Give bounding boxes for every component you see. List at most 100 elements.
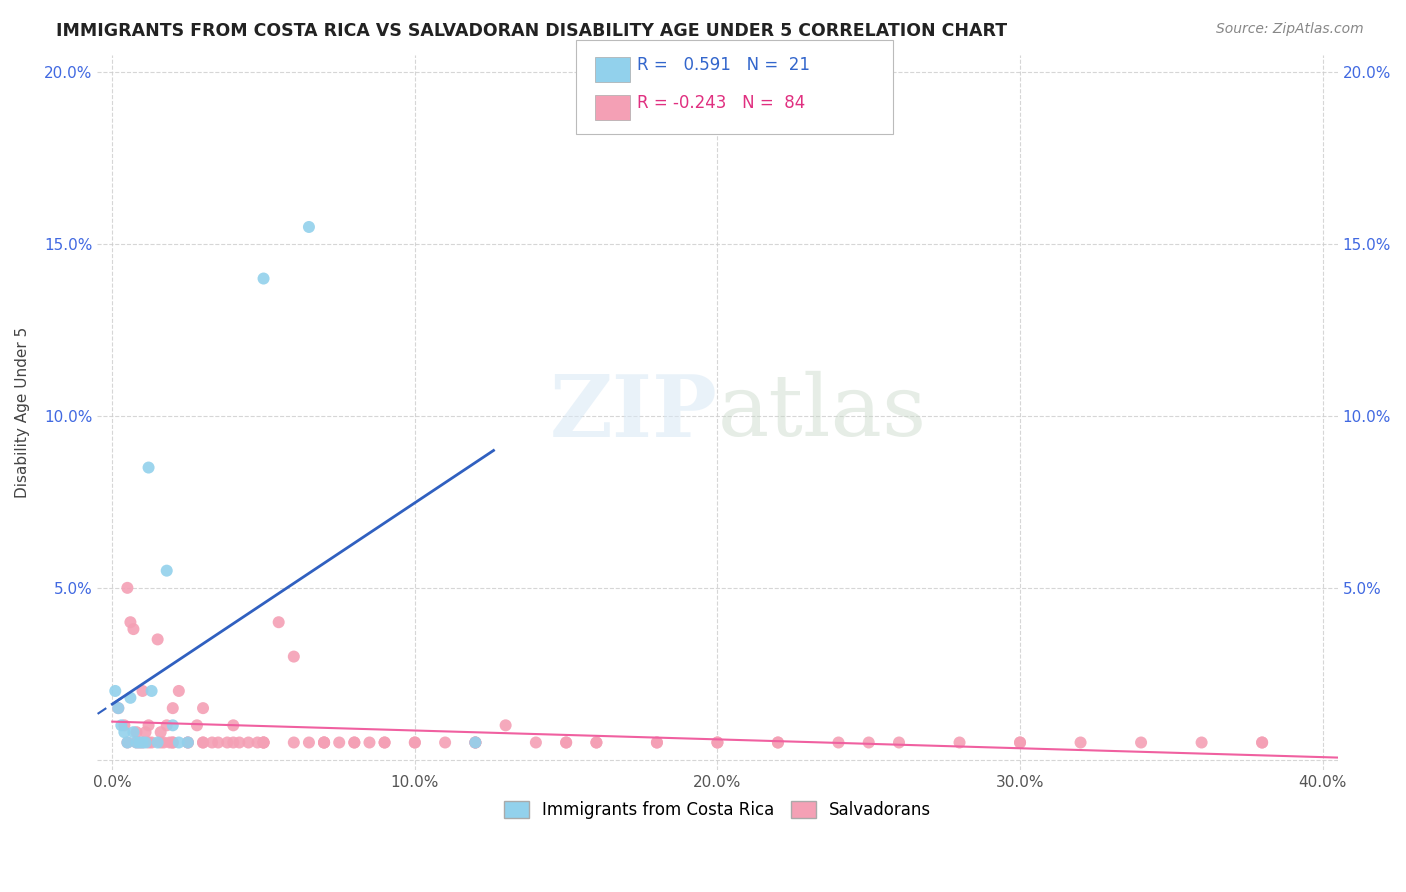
Point bbox=[328, 735, 350, 749]
Point bbox=[252, 735, 274, 749]
Point bbox=[149, 725, 172, 739]
Point bbox=[359, 735, 381, 749]
Text: Source: ZipAtlas.com: Source: ZipAtlas.com bbox=[1216, 22, 1364, 37]
Point bbox=[217, 735, 239, 749]
Point bbox=[766, 735, 789, 749]
Point bbox=[283, 735, 305, 749]
Point bbox=[156, 718, 179, 732]
Point bbox=[138, 460, 160, 475]
Point bbox=[201, 735, 224, 749]
Point bbox=[167, 735, 190, 749]
Point bbox=[1008, 735, 1031, 749]
Point bbox=[149, 735, 172, 749]
Point bbox=[858, 735, 880, 749]
Point bbox=[107, 701, 129, 715]
Point bbox=[131, 735, 153, 749]
Point bbox=[112, 718, 135, 732]
Point bbox=[464, 735, 486, 749]
Point bbox=[177, 735, 200, 749]
Text: IMMIGRANTS FROM COSTA RICA VS SALVADORAN DISABILITY AGE UNDER 5 CORRELATION CHAR: IMMIGRANTS FROM COSTA RICA VS SALVADORAN… bbox=[56, 22, 1007, 40]
Point bbox=[128, 735, 150, 749]
Point bbox=[159, 735, 181, 749]
Point bbox=[645, 735, 668, 749]
Point bbox=[887, 735, 910, 749]
Point bbox=[238, 735, 260, 749]
Point bbox=[434, 735, 457, 749]
Point bbox=[312, 735, 335, 749]
Text: R = -0.243   N =  84: R = -0.243 N = 84 bbox=[637, 94, 806, 112]
Point bbox=[191, 701, 214, 715]
Point bbox=[162, 735, 184, 749]
Point bbox=[120, 615, 142, 630]
Point bbox=[186, 718, 208, 732]
Point bbox=[312, 735, 335, 749]
Point bbox=[1008, 735, 1031, 749]
Text: R =   0.591   N =  21: R = 0.591 N = 21 bbox=[637, 56, 810, 74]
Point bbox=[343, 735, 366, 749]
Point bbox=[152, 735, 174, 749]
Point bbox=[228, 735, 250, 749]
Point bbox=[177, 735, 200, 749]
Point bbox=[1191, 735, 1213, 749]
Point bbox=[464, 735, 486, 749]
Point bbox=[131, 735, 153, 749]
Point bbox=[1251, 735, 1274, 749]
Point bbox=[131, 684, 153, 698]
Point bbox=[706, 735, 728, 749]
Point bbox=[146, 632, 169, 647]
Point bbox=[252, 735, 274, 749]
Point bbox=[1251, 735, 1274, 749]
Point bbox=[162, 701, 184, 715]
Point bbox=[585, 735, 607, 749]
Point bbox=[122, 622, 145, 636]
Text: ZIP: ZIP bbox=[550, 370, 717, 455]
Point bbox=[585, 735, 607, 749]
Point bbox=[191, 735, 214, 749]
Point bbox=[948, 735, 970, 749]
Point bbox=[827, 735, 849, 749]
Point bbox=[122, 725, 145, 739]
Point bbox=[464, 735, 486, 749]
Point bbox=[1070, 735, 1092, 749]
Point bbox=[404, 735, 426, 749]
Legend: Immigrants from Costa Rica, Salvadorans: Immigrants from Costa Rica, Salvadorans bbox=[496, 795, 938, 826]
Point bbox=[177, 735, 200, 749]
Point bbox=[495, 718, 517, 732]
Point bbox=[555, 735, 578, 749]
Point bbox=[110, 718, 132, 732]
Point bbox=[343, 735, 366, 749]
Point bbox=[555, 735, 578, 749]
Point bbox=[524, 735, 547, 749]
Point bbox=[298, 219, 321, 234]
Point bbox=[207, 735, 229, 749]
Point bbox=[117, 735, 139, 749]
Point bbox=[191, 735, 214, 749]
Point bbox=[162, 718, 184, 732]
Point bbox=[135, 725, 157, 739]
Point bbox=[141, 735, 163, 749]
Point bbox=[117, 735, 139, 749]
Point bbox=[104, 684, 127, 698]
Point bbox=[374, 735, 396, 749]
Point bbox=[404, 735, 426, 749]
Point bbox=[267, 615, 290, 630]
Text: atlas: atlas bbox=[717, 371, 927, 454]
Point bbox=[167, 684, 190, 698]
Point bbox=[125, 725, 148, 739]
Point bbox=[246, 735, 269, 749]
Point bbox=[766, 735, 789, 749]
Point bbox=[125, 735, 148, 749]
Point bbox=[298, 735, 321, 749]
Point bbox=[706, 735, 728, 749]
Point bbox=[1130, 735, 1153, 749]
Point bbox=[141, 684, 163, 698]
Y-axis label: Disability Age Under 5: Disability Age Under 5 bbox=[15, 327, 30, 499]
Point bbox=[252, 735, 274, 749]
Point bbox=[117, 581, 139, 595]
Point bbox=[112, 725, 135, 739]
Point bbox=[283, 649, 305, 664]
Point bbox=[464, 735, 486, 749]
Point bbox=[125, 735, 148, 749]
Point bbox=[138, 735, 160, 749]
Point bbox=[252, 271, 274, 285]
